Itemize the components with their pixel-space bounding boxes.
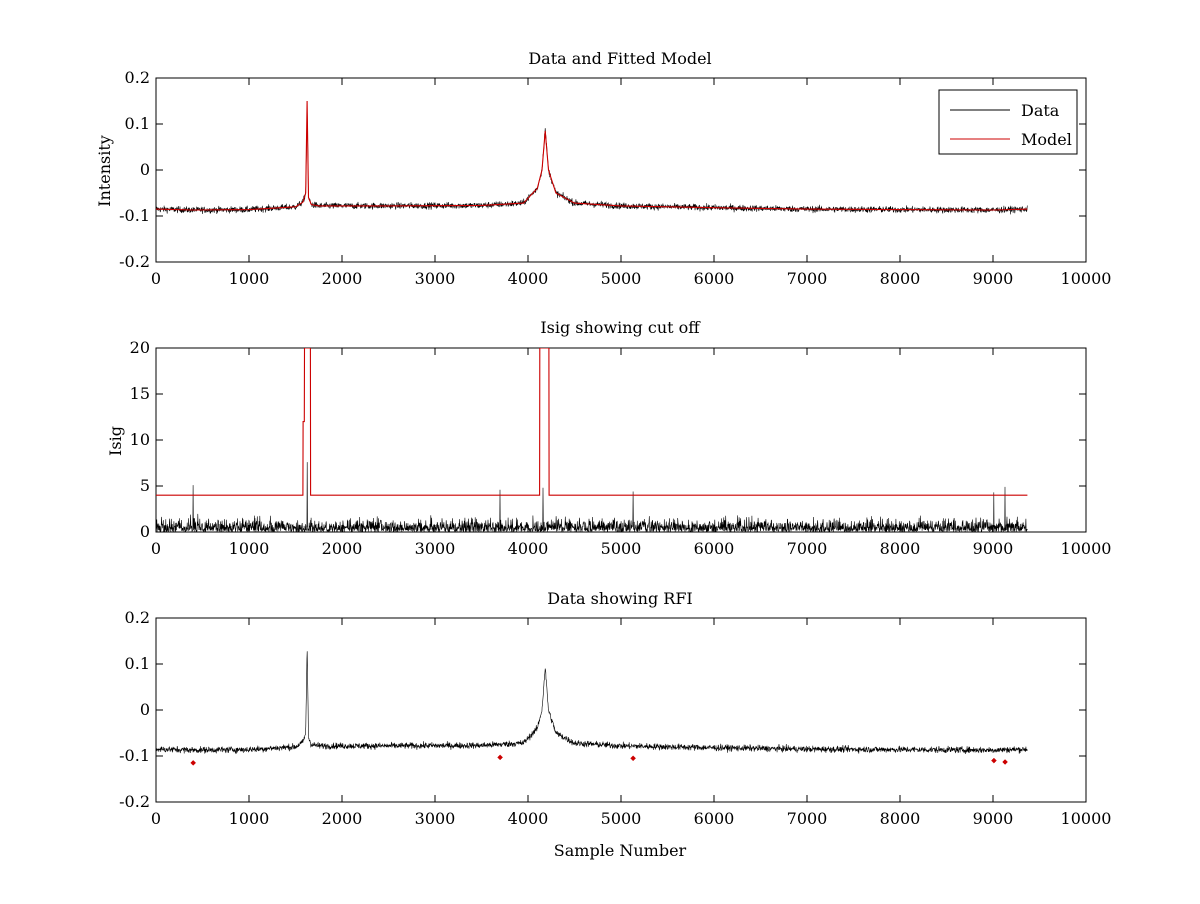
panel-1-title: Data and Fitted Model	[528, 49, 711, 68]
x-tick-label: 1000	[229, 269, 270, 288]
axes-box	[155, 347, 1087, 533]
ticks: 0 1000 2000 3000 4000 5000 6000 7000 8000 9000 100…	[119, 608, 1111, 828]
y-tick-label: 10	[130, 430, 150, 449]
axes-box	[155, 617, 1087, 803]
x-tick-label: 1000	[229, 539, 270, 558]
y-tick-label: 0.1	[125, 654, 150, 673]
series-data-line	[156, 112, 1028, 215]
x-tick-label: 4000	[508, 269, 549, 288]
x-tick-label: 8000	[880, 809, 921, 828]
panel-3-plot-area: 0 1000 2000 3000 4000 5000 6000 7000 8000 9000 100…	[119, 608, 1111, 828]
y-tick-label: 15	[130, 384, 150, 403]
x-tick-label: 10000	[1061, 539, 1112, 558]
x-tick-label: 3000	[415, 269, 456, 288]
x-tick-label: 7000	[787, 269, 828, 288]
y-tick-label: 5	[140, 476, 150, 495]
series-group	[156, 651, 1028, 766]
x-tick-label: 3000	[415, 809, 456, 828]
panel-1-ylabel: Intensity	[95, 135, 114, 207]
x-tick-label: 0	[151, 539, 161, 558]
x-tick-label: 1000	[229, 809, 270, 828]
legend-model-label: Model	[1021, 130, 1072, 149]
panel-data-showing-rfi: Data showing RFI Sample Number 0 1000 2000…	[119, 589, 1111, 860]
series-model-line	[156, 100, 1028, 211]
x-tick-label: 7000	[787, 809, 828, 828]
x-tick-label: 6000	[694, 269, 735, 288]
x-tick-label: 10000	[1061, 269, 1112, 288]
x-tick-label: 5000	[601, 539, 642, 558]
x-tick-label: 4000	[508, 539, 549, 558]
series-group	[156, 348, 1028, 532]
ticks: 0 1000 2000 3000 4000 5000 6000 7000 8000 9000 100…	[119, 68, 1111, 288]
y-tick-label: 0	[140, 522, 150, 541]
x-tick-label: 5000	[601, 269, 642, 288]
legend-box	[938, 89, 1078, 155]
panel-2-title: Isig showing cut off	[540, 318, 701, 337]
x-tick-label: 5000	[601, 809, 642, 828]
x-tick-label: 4000	[508, 809, 549, 828]
y-tick-label: 0.2	[125, 68, 150, 87]
x-tick-label: 6000	[694, 809, 735, 828]
x-tick-label: 9000	[973, 269, 1014, 288]
legend-data-label: Data	[1021, 101, 1060, 120]
x-tick-label: 8000	[880, 539, 921, 558]
y-tick-label: 0	[140, 160, 150, 179]
x-tick-label: 8000	[880, 269, 921, 288]
series-data-line	[156, 651, 1028, 755]
y-tick-label: 0	[140, 700, 150, 719]
x-tick-label: 2000	[322, 809, 363, 828]
x-tick-label: 3000	[415, 539, 456, 558]
x-tick-label: 10000	[1061, 809, 1112, 828]
y-tick-label: 20	[130, 338, 150, 357]
panel-2-plot-area: 0 1000 2000 3000 4000 5000 6000 7000 8000 9000 100…	[130, 338, 1112, 558]
x-tick-label: 2000	[322, 539, 363, 558]
y-tick-label: -0.2	[119, 792, 150, 811]
panel-data-and-fitted-model: Data and Fitted Model Intensity 0 1000 200…	[95, 49, 1111, 288]
series-group	[156, 100, 1028, 215]
rfi-marker	[497, 754, 503, 761]
x-tick-label: 6000	[694, 539, 735, 558]
ticks: 0 1000 2000 3000 4000 5000 6000 7000 8000 9000 100…	[130, 338, 1112, 558]
y-tick-label: -0.2	[119, 252, 150, 271]
legend: Data Model	[938, 89, 1078, 155]
x-tick-label: 0	[151, 809, 161, 828]
x-tick-label: 7000	[787, 539, 828, 558]
panel-2-ylabel: Isig	[106, 426, 125, 456]
y-tick-label: -0.1	[119, 746, 150, 765]
panel-isig-showing-cut-off: Isig showing cut off Isig 0 1000 2000 3000 4…	[106, 318, 1111, 558]
y-tick-label: -0.1	[119, 206, 150, 225]
y-tick-label: 0.1	[125, 114, 150, 133]
panel-1-plot-area: 0 1000 2000 3000 4000 5000 6000 7000 8000 9000 100…	[119, 68, 1111, 288]
x-tick-label: 0	[151, 269, 161, 288]
series-isig-line	[156, 462, 1028, 532]
panel-3-title: Data showing RFI	[547, 589, 692, 608]
rfi-marker	[1002, 759, 1008, 765]
series-cut-off-line	[156, 348, 1028, 496]
rfi-marker	[190, 760, 197, 766]
x-tick-label: 2000	[322, 269, 363, 288]
x-tick-label: 9000	[973, 539, 1014, 558]
rfi-marker	[991, 757, 997, 764]
panel-3-xlabel: Sample Number	[554, 841, 687, 860]
x-tick-label: 9000	[973, 809, 1014, 828]
y-tick-label: 0.2	[125, 608, 150, 627]
rfi-marker	[630, 755, 636, 762]
